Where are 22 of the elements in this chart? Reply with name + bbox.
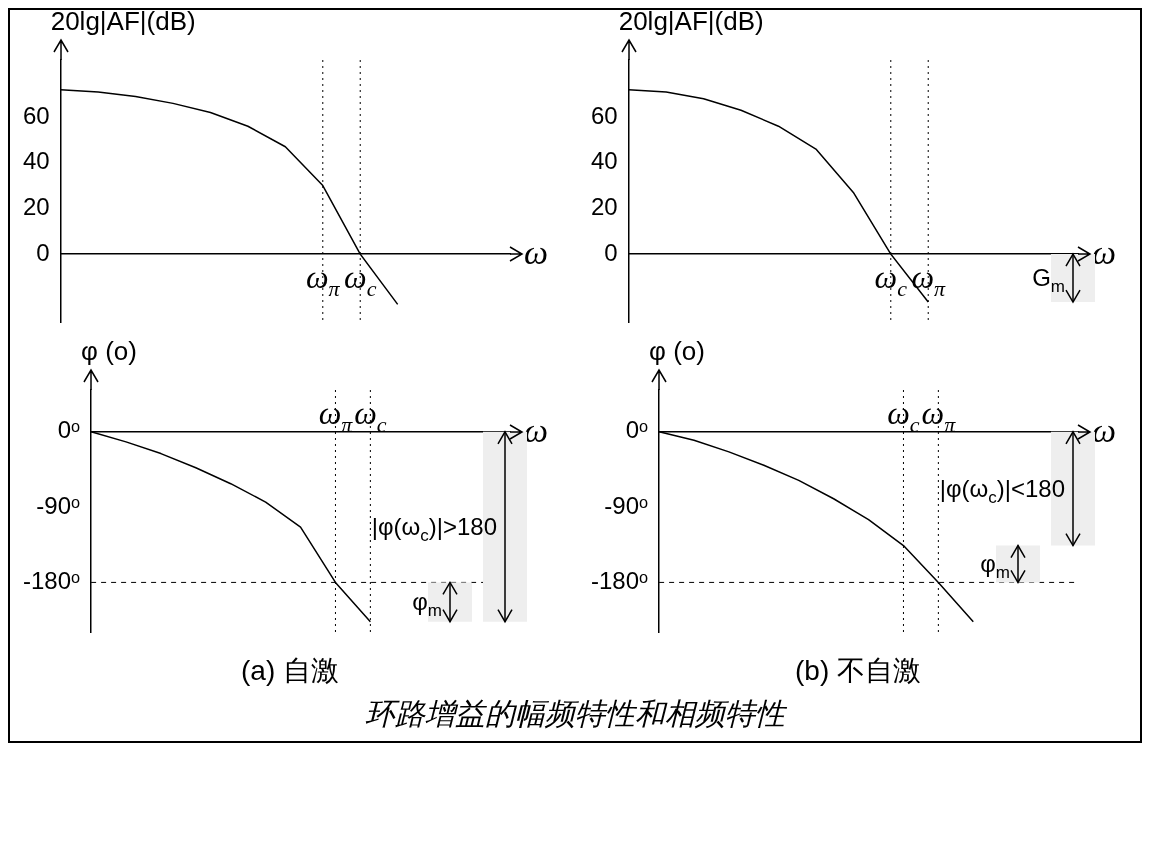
y-tick-label: -90ᵒ [604, 491, 649, 519]
y-tick-label: 0 [604, 238, 618, 266]
y-tick-label: 60 [590, 101, 618, 129]
x-axis-title: ω [524, 234, 549, 272]
y-tick-label: 0ᵒ [57, 416, 81, 444]
y-tick-label: -180ᵒ [591, 567, 649, 595]
y-tick-label: -90ᵒ [36, 491, 81, 519]
y-axis-title: φ (o) [649, 336, 705, 366]
text: (a) 自激 [240, 654, 340, 688]
y-tick-label: 20 [590, 193, 618, 221]
y-tick-label: 0ᵒ [625, 416, 649, 444]
y-tick-label: 0 [36, 238, 50, 266]
y-axis-title: 20lg|AF|(dB) [618, 6, 764, 36]
text: 环路增益的幅频特性和相频特性 [364, 696, 788, 732]
y-tick-label: 60 [22, 101, 50, 129]
y-tick-label: 20 [22, 193, 50, 221]
text: (b) 不自激 [794, 654, 922, 688]
y-tick-label: 40 [22, 147, 50, 175]
y-axis-title: φ (o) [81, 336, 137, 366]
y-tick-label: -180ᵒ [23, 567, 81, 595]
y-axis-title: 20lg|AF|(dB) [50, 6, 196, 36]
y-tick-label: 40 [590, 147, 618, 175]
